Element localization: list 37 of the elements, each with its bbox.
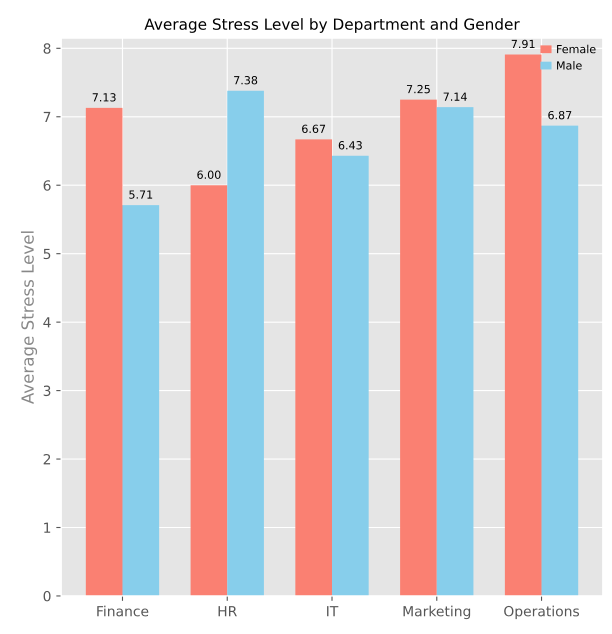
bar bbox=[542, 126, 578, 596]
legend-label: Female bbox=[557, 44, 596, 54]
chart-title: Average Stress Level by Department and Gender bbox=[144, 18, 520, 33]
data-label: 6.43 bbox=[338, 141, 362, 150]
data-label: 7.14 bbox=[444, 92, 467, 101]
y-tick-label: 7 bbox=[44, 112, 50, 122]
x-tick-label: Marketing bbox=[404, 606, 470, 620]
bar bbox=[122, 205, 160, 596]
data-label: 5.71 bbox=[129, 190, 152, 199]
data-label: 6.00 bbox=[197, 170, 221, 179]
data-label: 7.38 bbox=[234, 76, 258, 84]
bar bbox=[190, 185, 228, 596]
bar bbox=[332, 156, 369, 596]
y-tick-label: 3 bbox=[44, 386, 50, 396]
y-tick-label: 6 bbox=[44, 180, 51, 191]
data-label: 6.87 bbox=[548, 110, 572, 120]
legend-label: Male bbox=[557, 61, 582, 70]
data-label: 7.25 bbox=[406, 84, 430, 94]
data-label: 7.13 bbox=[92, 93, 116, 102]
bar bbox=[400, 100, 437, 596]
bar bbox=[295, 139, 332, 596]
y-axis-title: Average Stress Level bbox=[20, 231, 38, 404]
bar bbox=[436, 107, 474, 596]
y-tick-label: 8 bbox=[44, 43, 51, 54]
x-tick-label: Finance bbox=[97, 606, 148, 616]
y-tick-label: 1 bbox=[44, 522, 50, 533]
data-label: 7.91 bbox=[512, 40, 535, 48]
bar bbox=[227, 90, 264, 596]
y-tick-label: 4 bbox=[43, 317, 51, 328]
x-tick-label: HR bbox=[218, 606, 237, 616]
y-tick-label: 5 bbox=[44, 248, 50, 260]
y-tick-label: 2 bbox=[44, 454, 50, 464]
bar bbox=[86, 108, 122, 596]
data-label: 6.67 bbox=[302, 124, 326, 134]
y-tick-label: 0 bbox=[44, 590, 51, 602]
x-tick-label: Operations bbox=[504, 606, 580, 620]
x-tick-label: IT bbox=[327, 606, 338, 616]
